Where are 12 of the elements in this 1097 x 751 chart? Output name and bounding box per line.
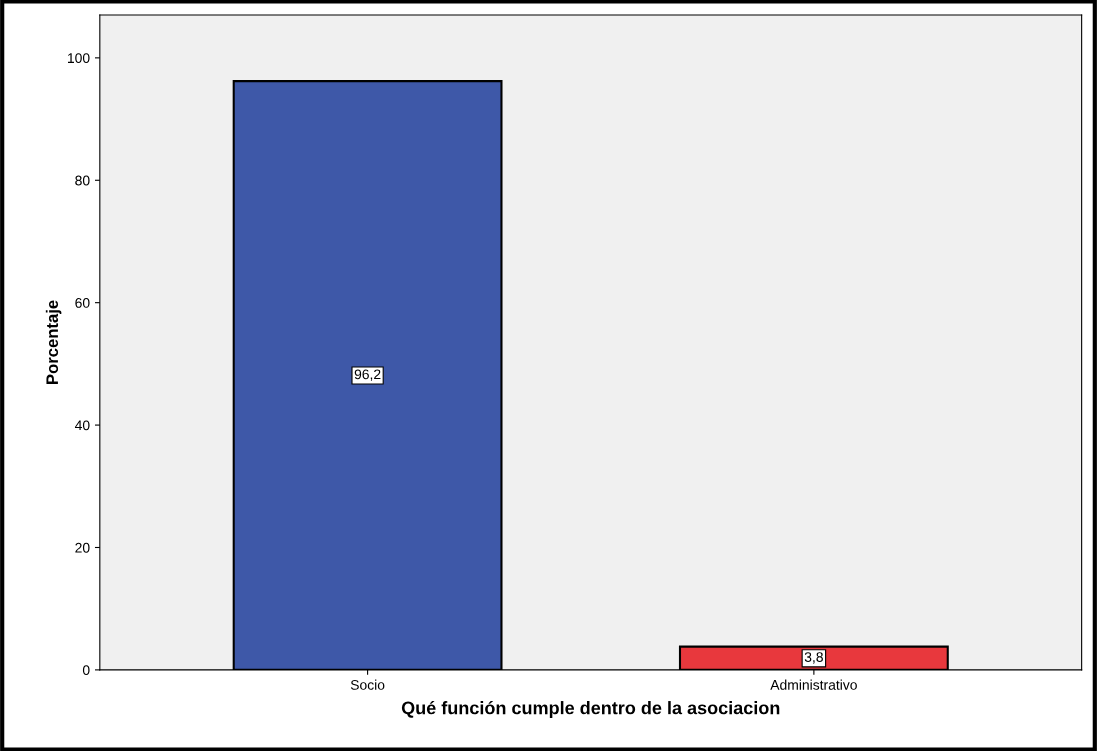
x-axis-title: Qué función cumple dentro de la asociacion — [401, 700, 780, 718]
data-label: 96,2 — [354, 369, 381, 381]
y-tick-label: 40 — [74, 420, 90, 431]
y-tick-label: 80 — [75, 175, 90, 186]
y-tick-label: 60 — [75, 298, 90, 308]
y-tick-label: 20 — [75, 542, 90, 553]
y-tick-label: 0 — [82, 665, 90, 676]
y-axis-title: Porcentaje — [45, 300, 62, 384]
y-tick-label: 100 — [67, 53, 90, 64]
x-tick-label: Administrativo — [770, 679, 857, 690]
data-label: 3,8 — [804, 652, 823, 664]
x-tick-label: Socio — [350, 679, 385, 690]
